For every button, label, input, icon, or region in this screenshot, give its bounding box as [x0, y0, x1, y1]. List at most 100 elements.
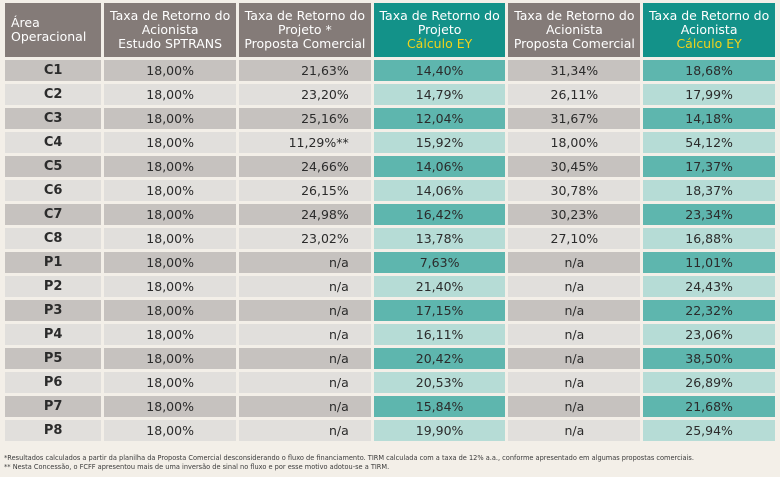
row-value-cell: 27,10% — [508, 228, 641, 249]
row-value-cell: 22,32% — [643, 300, 775, 321]
row-value-cell: n/a — [239, 276, 371, 297]
row-area-cell: P2 — [5, 276, 102, 297]
row-value-cell: n/a — [508, 348, 641, 369]
row-value-cell: 14,06% — [373, 156, 506, 177]
row-value-cell: 18,00% — [104, 156, 236, 177]
header-acionista-ey: Taxa de Retorno do Acionista Cálculo EY — [643, 3, 775, 57]
table-row: C6 18,00% 26,15% 14,06% 30,78% 18,37% — [5, 180, 775, 201]
row-area-cell: C8 — [5, 228, 102, 249]
row-value-cell: 18,00% — [104, 420, 236, 441]
row-area-cell: P3 — [5, 300, 102, 321]
row-value-cell: 26,89% — [643, 372, 775, 393]
row-value-cell: 14,79% — [373, 84, 506, 105]
row-value-cell: 18,00% — [104, 396, 236, 417]
row-value-cell: n/a — [239, 372, 371, 393]
header-acionista-proposta: Taxa de Retorno do Acionista Proposta Co… — [508, 3, 641, 57]
footnote-1: *Resultados calculados a partir da plani… — [4, 454, 694, 462]
header-row: Área Operacional Taxa de Retorno do Acio… — [5, 3, 775, 57]
row-value-cell: 30,78% — [508, 180, 641, 201]
table-row: C2 18,00% 23,20% 14,79% 26,11% 17,99% — [5, 84, 775, 105]
row-value-cell: 17,37% — [643, 156, 775, 177]
table-row: P8 18,00% n/a 19,90% n/a 25,94% — [5, 420, 775, 441]
table-row: C7 18,00% 24,98% 16,42% 30,23% 23,34% — [5, 204, 775, 225]
row-value-cell: 12,04% — [373, 108, 506, 129]
row-value-cell: 26,15% — [239, 180, 371, 201]
row-value-cell: 14,40% — [373, 60, 506, 81]
row-value-cell: n/a — [239, 300, 371, 321]
row-value-cell: 18,00% — [104, 108, 236, 129]
row-value-cell: 25,16% — [239, 108, 371, 129]
row-value-cell: 17,99% — [643, 84, 775, 105]
row-value-cell: 18,00% — [508, 132, 641, 153]
row-value-cell: 16,42% — [373, 204, 506, 225]
return-rate-table-container: Área Operacional Taxa de Retorno do Acio… — [2, 0, 778, 444]
header-projeto-proposta: Taxa de Retorno do Projeto * Proposta Co… — [239, 3, 371, 57]
row-value-cell: 18,00% — [104, 348, 236, 369]
table-row: P5 18,00% n/a 20,42% n/a 38,50% — [5, 348, 775, 369]
row-value-cell: n/a — [508, 420, 641, 441]
row-value-cell: 24,43% — [643, 276, 775, 297]
row-value-cell: 15,84% — [373, 396, 506, 417]
row-value-cell: n/a — [508, 324, 641, 345]
row-value-cell: 31,67% — [508, 108, 641, 129]
row-value-cell: 18,00% — [104, 60, 236, 81]
row-value-cell: 21,68% — [643, 396, 775, 417]
row-value-cell: 18,68% — [643, 60, 775, 81]
row-area-cell: C2 — [5, 84, 102, 105]
row-value-cell: n/a — [508, 396, 641, 417]
row-area-cell: C5 — [5, 156, 102, 177]
row-value-cell: 31,34% — [508, 60, 641, 81]
table-row: C3 18,00% 25,16% 12,04% 31,67% 14,18% — [5, 108, 775, 129]
table-row: P4 18,00% n/a 16,11% n/a 23,06% — [5, 324, 775, 345]
table-body: C1 18,00% 21,63% 14,40% 31,34% 18,68% C2 18,00%… — [5, 60, 775, 441]
row-value-cell: n/a — [508, 372, 641, 393]
row-value-cell: 25,94% — [643, 420, 775, 441]
row-value-cell: 23,02% — [239, 228, 371, 249]
row-value-cell: 38,50% — [643, 348, 775, 369]
row-value-cell: n/a — [239, 348, 371, 369]
row-value-cell: 21,63% — [239, 60, 371, 81]
row-value-cell: 30,45% — [508, 156, 641, 177]
row-area-cell: P1 — [5, 252, 102, 273]
row-value-cell: n/a — [508, 252, 641, 273]
row-value-cell: 18,00% — [104, 324, 236, 345]
row-value-cell: 14,06% — [373, 180, 506, 201]
row-value-cell: n/a — [508, 300, 641, 321]
row-value-cell: 18,00% — [104, 228, 236, 249]
table-row: P6 18,00% n/a 20,53% n/a 26,89% — [5, 372, 775, 393]
row-value-cell: 16,88% — [643, 228, 775, 249]
row-area-cell: C4 — [5, 132, 102, 153]
table-row: P2 18,00% n/a 21,40% n/a 24,43% — [5, 276, 775, 297]
table-row: C8 18,00% 23,02% 13,78% 27,10% 16,88% — [5, 228, 775, 249]
row-value-cell: 18,00% — [104, 300, 236, 321]
row-value-cell: 21,40% — [373, 276, 506, 297]
table-row: P7 18,00% n/a 15,84% n/a 21,68% — [5, 396, 775, 417]
row-value-cell: 18,00% — [104, 204, 236, 225]
row-value-cell: 30,23% — [508, 204, 641, 225]
row-value-cell: 15,92% — [373, 132, 506, 153]
footnote-2: ** Nesta Concessão, o FCFF apresentou ma… — [4, 463, 390, 471]
row-value-cell: 13,78% — [373, 228, 506, 249]
row-value-cell: 18,00% — [104, 132, 236, 153]
row-value-cell: 11,01% — [643, 252, 775, 273]
return-rate-table: Área Operacional Taxa de Retorno do Acio… — [2, 0, 778, 444]
row-value-cell: 18,00% — [104, 84, 236, 105]
row-value-cell: 14,18% — [643, 108, 775, 129]
row-value-cell: n/a — [239, 396, 371, 417]
row-value-cell: 23,20% — [239, 84, 371, 105]
row-value-cell: n/a — [239, 324, 371, 345]
row-value-cell: n/a — [508, 276, 641, 297]
row-value-cell: 19,90% — [373, 420, 506, 441]
row-area-cell: P5 — [5, 348, 102, 369]
row-value-cell: 18,37% — [643, 180, 775, 201]
row-area-cell: P6 — [5, 372, 102, 393]
row-value-cell: 11,29%** — [239, 132, 371, 153]
row-value-cell: n/a — [239, 252, 371, 273]
row-value-cell: 17,15% — [373, 300, 506, 321]
table-row: P1 18,00% n/a 7,63% n/a 11,01% — [5, 252, 775, 273]
row-value-cell: 54,12% — [643, 132, 775, 153]
row-area-cell: P8 — [5, 420, 102, 441]
row-value-cell: 24,66% — [239, 156, 371, 177]
row-value-cell: n/a — [239, 420, 371, 441]
header-projeto-ey: Taxa de Retorno do Projeto Cálculo EY — [373, 3, 506, 57]
